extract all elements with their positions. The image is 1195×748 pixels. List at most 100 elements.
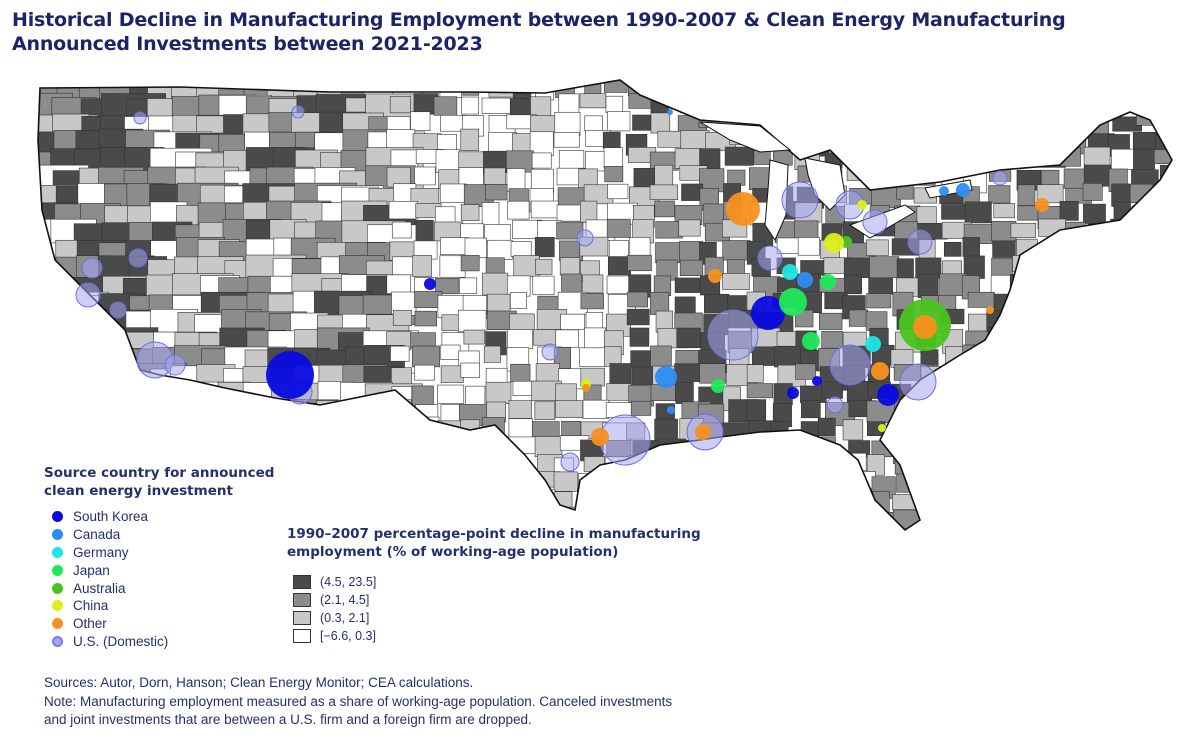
county-cell bbox=[343, 471, 408, 507]
county-cell bbox=[848, 114, 876, 138]
county-cell bbox=[770, 528, 799, 530]
investment-bubble bbox=[787, 387, 799, 399]
county-cell bbox=[1130, 401, 1152, 425]
county-cell bbox=[245, 419, 308, 453]
county-cell bbox=[1113, 201, 1131, 226]
county-cell bbox=[842, 419, 864, 441]
county-cell bbox=[795, 363, 816, 380]
county-cell bbox=[386, 403, 410, 429]
county-cell bbox=[962, 80, 994, 100]
county-cell bbox=[992, 421, 1014, 446]
county-cell bbox=[1085, 116, 1109, 136]
county-cell bbox=[865, 311, 888, 331]
county-cell bbox=[872, 490, 890, 514]
county-cell bbox=[847, 471, 876, 490]
county-cell bbox=[1010, 527, 1028, 530]
county-cell bbox=[74, 438, 130, 468]
county-cell bbox=[75, 366, 142, 407]
county-cell bbox=[1087, 470, 1106, 486]
investment-bubble bbox=[708, 269, 722, 283]
county-cell bbox=[1109, 272, 1136, 293]
legend-label: China bbox=[73, 598, 109, 614]
county-cell bbox=[435, 149, 460, 173]
legend-swatch bbox=[293, 593, 311, 607]
county-cell bbox=[148, 420, 196, 462]
county-cell bbox=[609, 363, 632, 387]
county-cell bbox=[747, 80, 765, 92]
county-cell bbox=[992, 240, 1016, 258]
county-cell bbox=[507, 200, 530, 220]
county-cell bbox=[554, 111, 581, 136]
county-cell bbox=[508, 418, 533, 440]
county-cell bbox=[1132, 327, 1160, 348]
county-cell bbox=[38, 402, 77, 452]
county-cell bbox=[873, 114, 900, 132]
county-cell bbox=[869, 256, 900, 279]
county-cell bbox=[272, 472, 333, 513]
investment-bubble bbox=[824, 233, 844, 253]
county-cell bbox=[1131, 420, 1152, 442]
county-cell bbox=[865, 132, 884, 151]
county-cell bbox=[386, 489, 412, 507]
county-cell bbox=[992, 345, 1019, 361]
county-cell bbox=[199, 403, 240, 440]
county-cell bbox=[483, 345, 501, 363]
county-cell bbox=[51, 382, 97, 429]
investment-bubble bbox=[695, 424, 711, 440]
county-cell bbox=[555, 383, 577, 402]
county-cell bbox=[1113, 416, 1132, 439]
county-cell bbox=[1011, 147, 1031, 168]
county-cell bbox=[964, 201, 992, 223]
county-cell bbox=[679, 259, 704, 276]
county-cell bbox=[943, 241, 962, 257]
county-cell bbox=[632, 114, 652, 131]
county-cell bbox=[38, 421, 77, 460]
county-cell bbox=[392, 309, 412, 327]
county-cell bbox=[1039, 455, 1065, 473]
county-cell bbox=[411, 416, 440, 440]
county-cell bbox=[1133, 490, 1161, 515]
county-cell bbox=[465, 455, 495, 472]
county-cell bbox=[848, 131, 873, 152]
legend-bin-label: (4.5, 23.5] bbox=[320, 575, 377, 589]
investment-bubble bbox=[779, 288, 807, 316]
county-cell bbox=[1153, 149, 1172, 165]
county-cell bbox=[724, 80, 751, 93]
decline-legend: 1990–2007 percentage-point decline in ma… bbox=[287, 525, 701, 645]
county-cell bbox=[1060, 240, 1083, 258]
county-cell bbox=[1137, 274, 1156, 294]
county-cell bbox=[1059, 80, 1082, 100]
county-cell bbox=[1014, 454, 1034, 479]
county-cell bbox=[290, 455, 343, 486]
county-cell bbox=[775, 439, 798, 455]
county-cell bbox=[582, 274, 604, 294]
county-cell bbox=[801, 134, 829, 157]
county-cell bbox=[964, 476, 986, 493]
county-cell bbox=[507, 457, 528, 477]
county-cell bbox=[963, 151, 992, 168]
county-cell bbox=[966, 384, 988, 407]
county-cell bbox=[464, 439, 493, 462]
county-cell bbox=[650, 345, 672, 368]
county-cell bbox=[943, 471, 966, 487]
county-cell bbox=[1135, 255, 1165, 279]
county-cell bbox=[487, 239, 513, 260]
county-cell bbox=[945, 417, 963, 440]
county-cell bbox=[797, 237, 820, 256]
county-cell bbox=[845, 80, 875, 98]
county-cell bbox=[1106, 435, 1129, 451]
county-cell bbox=[822, 526, 844, 530]
county-cell bbox=[1082, 236, 1106, 254]
county-cell bbox=[753, 494, 775, 511]
legend-swatch bbox=[293, 611, 311, 625]
investment-bubbles bbox=[75, 105, 1049, 472]
county-cell bbox=[102, 417, 152, 465]
county-cell bbox=[1159, 183, 1172, 201]
county-cell bbox=[988, 80, 1008, 95]
county-cell bbox=[654, 80, 674, 90]
county-cell bbox=[770, 511, 788, 530]
county-cell bbox=[607, 111, 631, 132]
county-cell bbox=[174, 382, 218, 418]
county-cell bbox=[1034, 292, 1064, 315]
legend-item-australia: Australia bbox=[44, 579, 274, 597]
